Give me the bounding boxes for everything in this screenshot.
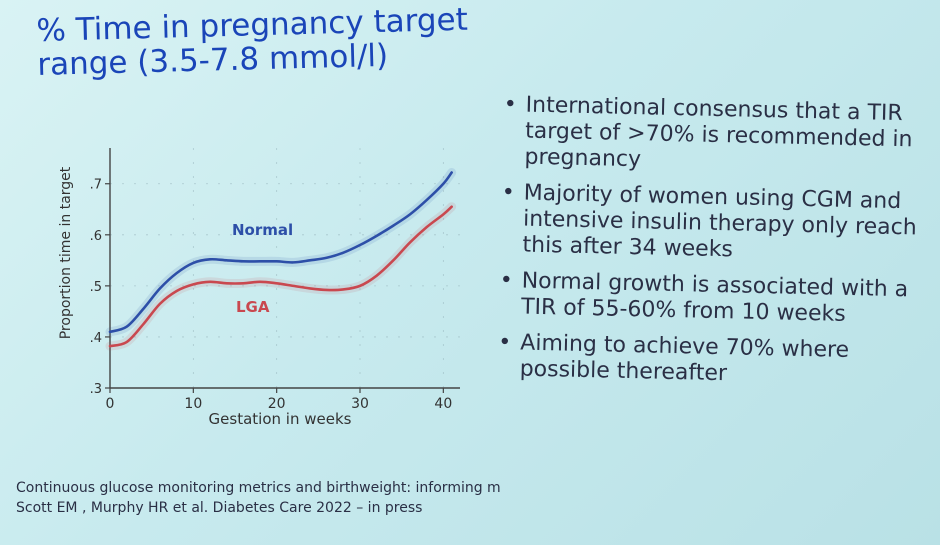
x-tick-label-0: 0 [106, 396, 115, 412]
x-axis-label: Gestation in weeks [209, 410, 352, 428]
x-tick-label-2: 20 [268, 396, 286, 412]
footnote-line-1: Continuous glucose monitoring metrics an… [16, 480, 501, 496]
x-tick-label-1: 10 [184, 396, 202, 412]
bullet-text-2: Majority of women using CGM and intensiv… [522, 180, 917, 263]
footnote-line-2: Scott EM , Murphy HR et al. Diabetes Car… [16, 500, 423, 516]
bullet-text-4: Aiming to achieve 70% where possible the… [519, 330, 850, 387]
bullet-dot-icon: • [498, 330, 512, 356]
chart-svg: .3 .4 .5 .6 .7 0 10 20 30 40 Gestation in weeks Pro… [58, 148, 460, 428]
series-label-lga: LGA [236, 298, 270, 316]
y-tick-label-2: .5 [90, 280, 102, 295]
bullet-dot-icon: • [501, 180, 515, 206]
y-tick-label-4: .7 [90, 178, 102, 193]
y-tick-label-0: .3 [90, 382, 102, 397]
citation-footnote: Continuous glucose monitoring metrics an… [16, 478, 536, 518]
bullet-text-1: International consensus that a TIR targe… [524, 92, 913, 173]
series-label-normal: Normal [232, 221, 293, 239]
bullet-text-3: Normal growth is associated with a TIR o… [520, 268, 909, 327]
bullet-dot-icon: • [503, 92, 517, 118]
x-tick-label-3: 30 [351, 396, 369, 412]
bullet-item-1: • International consensus that a TIR targ… [498, 92, 930, 180]
y-tick-label-1: .4 [90, 331, 102, 346]
y-axis-label: Proportion time in target [58, 166, 74, 339]
y-tick-label-3: .6 [90, 229, 102, 244]
series-line-lga [108, 205, 453, 348]
x-tick-label-4: 40 [434, 396, 452, 412]
bullet-item-2: • Majority of women using CGM and intensi… [496, 180, 928, 268]
series-line-normal [108, 171, 453, 334]
bullet-list: • International consensus that a TIR targ… [493, 92, 930, 402]
bullet-item-3: • Normal growth is associated with a TIR … [495, 268, 926, 330]
bullet-dot-icon: • [499, 268, 513, 294]
bullet-item-4: • Aiming to achieve 70% where possible th… [493, 330, 924, 392]
